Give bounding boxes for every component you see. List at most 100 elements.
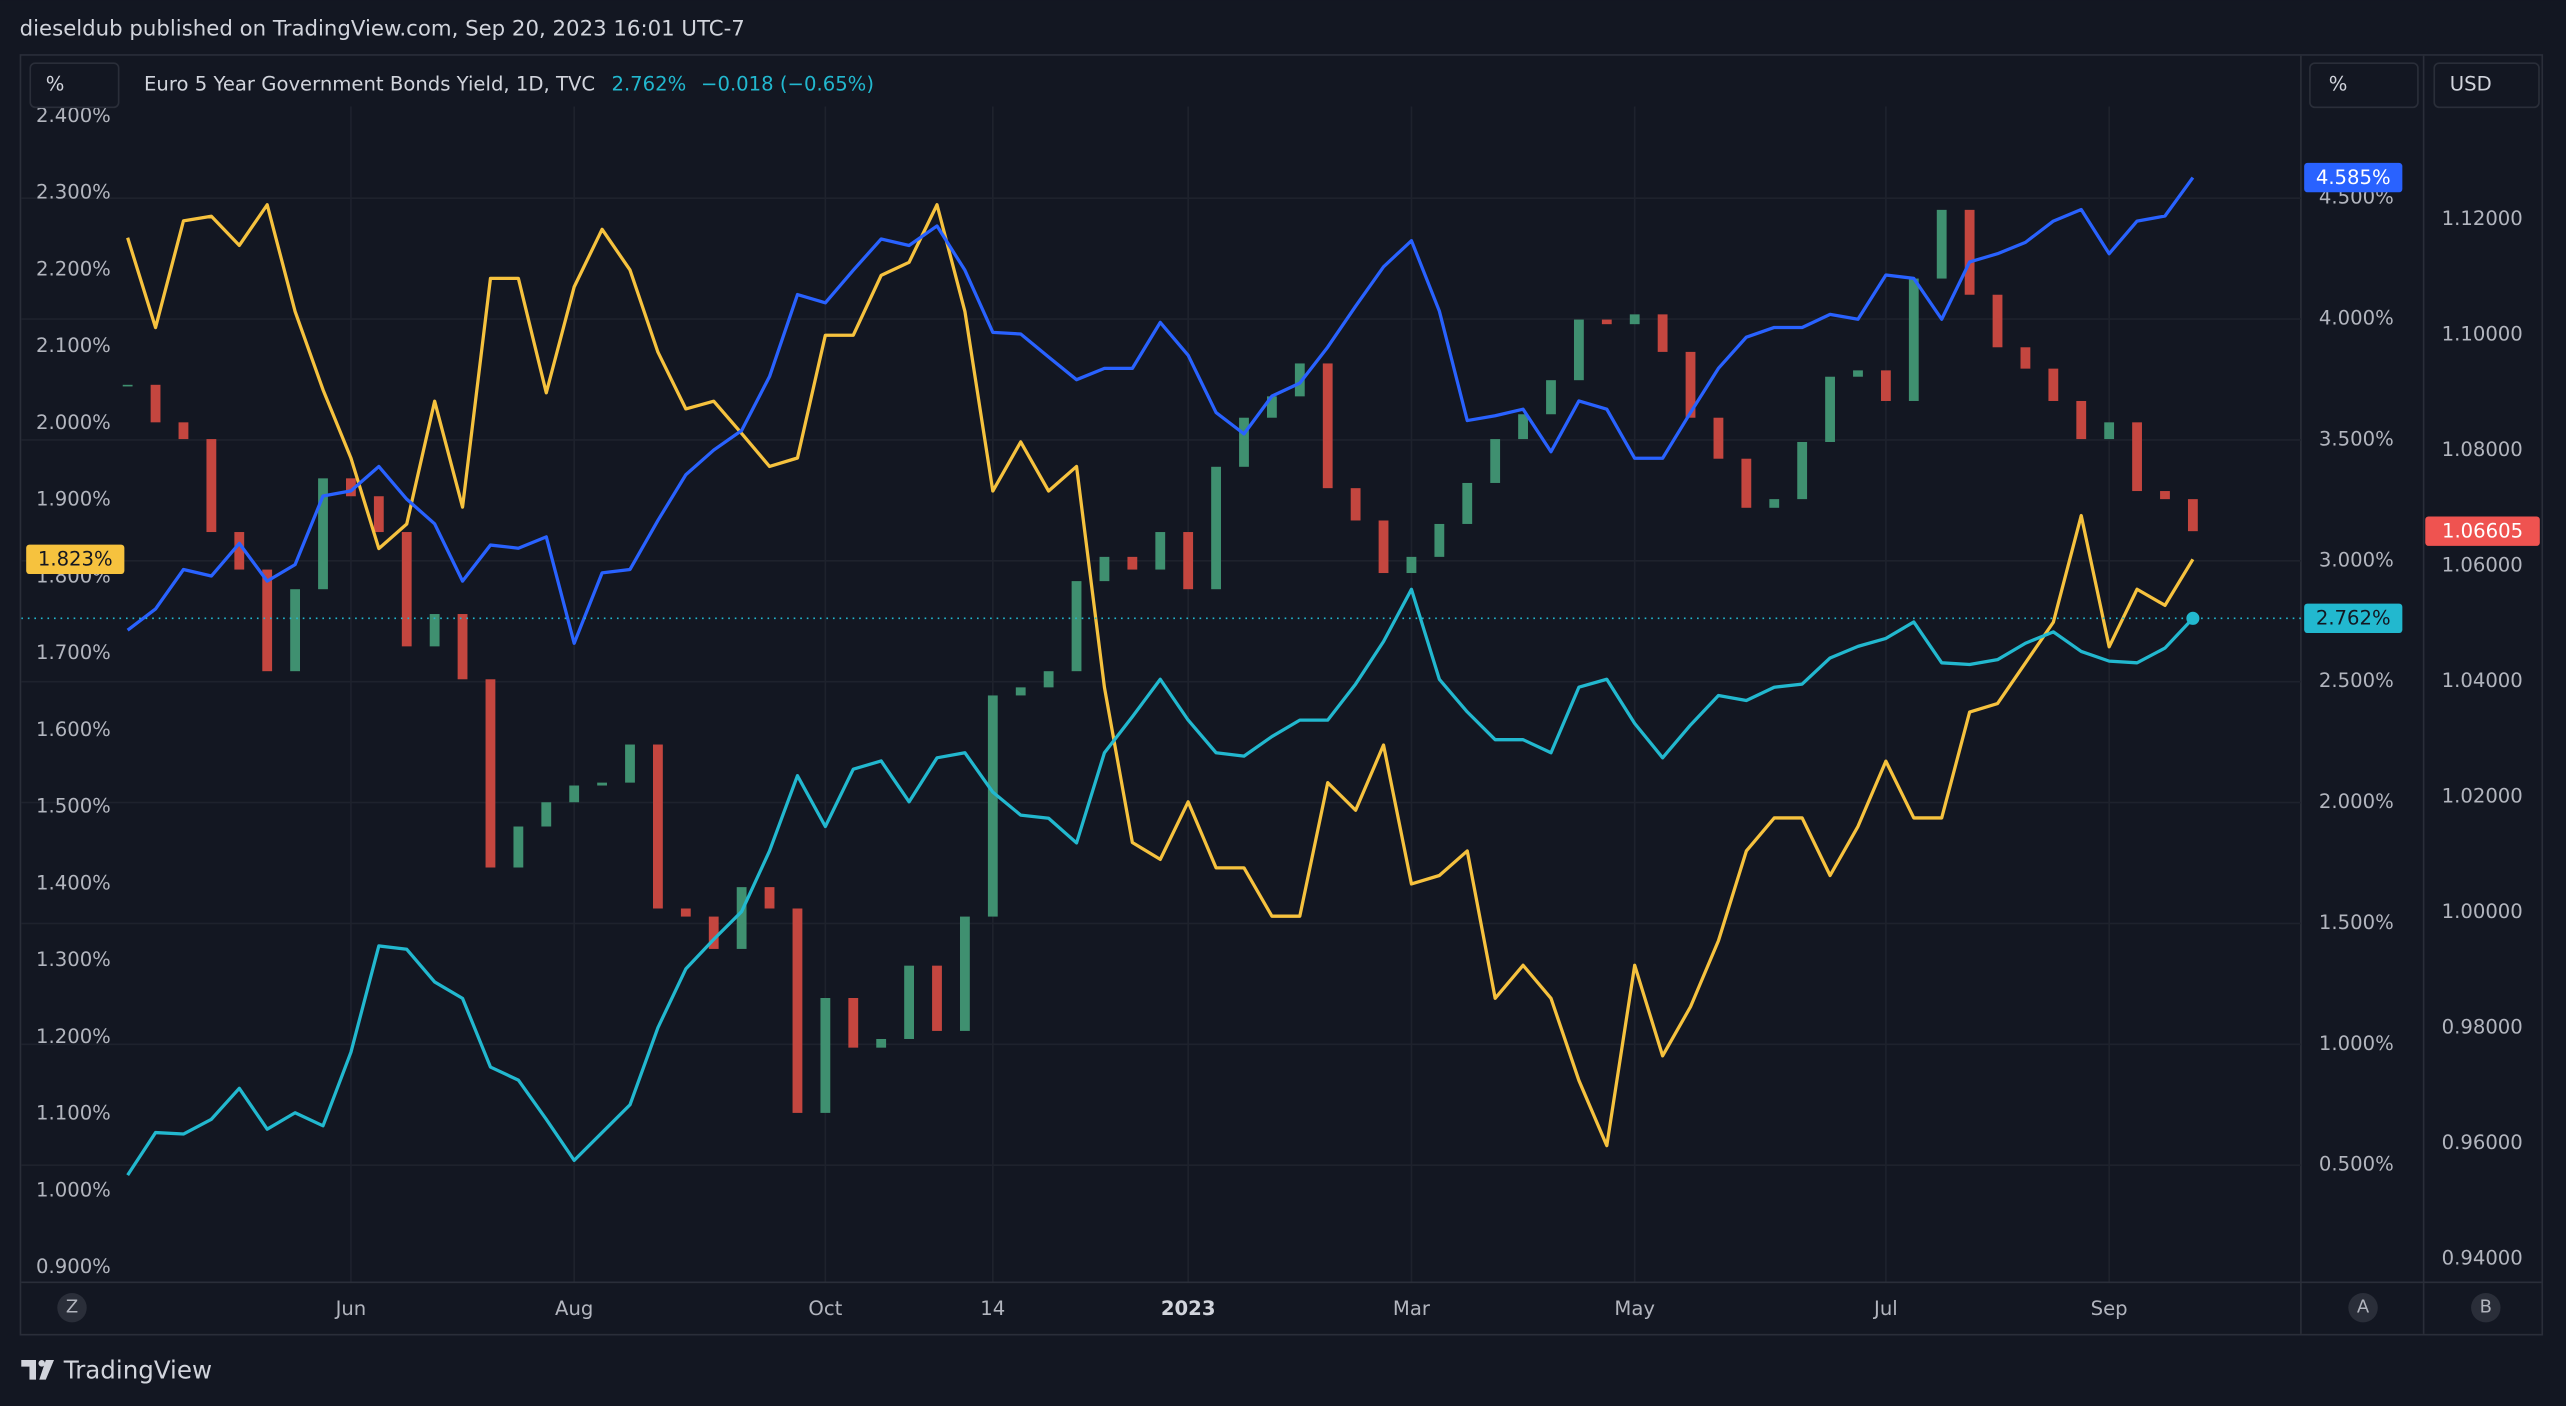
candle-body (569, 785, 580, 803)
candle-body (346, 478, 356, 497)
candle-body (1127, 556, 1138, 570)
candle-body (318, 478, 328, 590)
candle-body (2132, 422, 2142, 492)
candle-body (959, 916, 970, 1031)
candle-body (1853, 370, 1863, 377)
x-tick-label: Jul (1872, 1297, 1898, 1320)
candle-body (485, 679, 496, 868)
plot: 0.900% 1.000% 1.100% 1.200% 1.300% 1.400% 1.50… (21, 104, 2523, 1282)
candle-body (652, 744, 663, 909)
y-tick-label: 1.500% (2319, 911, 2394, 934)
brand-name: TradingView (63, 1356, 212, 1385)
y-tick-label: 1.000% (2319, 1032, 2394, 1055)
y-tick-label: 2.500% (2319, 669, 2394, 692)
candle-body (708, 916, 719, 949)
y-tick-label: 1.500% (36, 795, 111, 818)
price-tag-label: 4.585% (2316, 166, 2391, 189)
series-line (126, 587, 2195, 1177)
candle-body (1964, 209, 1975, 295)
y-tick-label: 2.200% (36, 257, 111, 280)
candle-body (1239, 417, 1249, 467)
candle-body (2048, 368, 2059, 401)
brand-logo (21, 1360, 55, 1380)
candle-body (1490, 439, 1501, 483)
candle-body (1350, 488, 1361, 521)
series-line (126, 176, 2195, 645)
y-tick-label: 1.300% (36, 948, 111, 971)
candle-body (876, 1038, 887, 1048)
marker-circle[interactable] (2471, 1292, 2501, 1323)
candle-body (401, 532, 412, 647)
candle-body (234, 532, 245, 570)
candle-body (1741, 458, 1752, 508)
legend-title: Euro 5 Year Government Bonds Yield, 1D, … (144, 73, 595, 96)
y-tick-label: 2.400% (36, 104, 111, 127)
scale-button-label[interactable]: % (2329, 73, 2348, 96)
y-tick-label: 0.94000 (2442, 1246, 2523, 1269)
candle-body (1685, 351, 1696, 418)
candle-body (178, 422, 189, 440)
candle-body (1406, 556, 1417, 574)
x-tick-label: Jun (334, 1297, 367, 1320)
candle-body (2076, 400, 2087, 440)
candle-body (1546, 380, 1556, 415)
candle-body (848, 997, 859, 1048)
marker-label[interactable]: Z (66, 1297, 78, 1318)
last-point (2186, 611, 2200, 625)
scale-button[interactable] (29, 62, 120, 109)
y-tick-label: 1.12000 (2442, 207, 2523, 230)
series-line (126, 203, 2195, 1148)
currency-button[interactable] (2433, 62, 2540, 109)
candle-body (1071, 581, 1082, 672)
price-tag (2425, 516, 2540, 546)
y-tick-label: 2.000% (2319, 790, 2394, 813)
candle-body (2187, 499, 2198, 532)
candle-body (429, 614, 440, 647)
x-tick-label: Oct (808, 1297, 842, 1320)
x-tick-label: Aug (555, 1297, 593, 1320)
candle-body (1601, 319, 1612, 325)
marker-circle[interactable] (2348, 1292, 2378, 1323)
candle-body (1518, 414, 1528, 440)
price-tag-label: 2.762% (2316, 607, 2391, 630)
candle-body (513, 826, 524, 868)
y-tick-label: 1.02000 (2442, 785, 2523, 808)
y-tick-label: 0.900% (36, 1255, 111, 1278)
legend-value: 2.762% (611, 73, 686, 96)
price-tag (2304, 603, 2403, 634)
y-tick-label: 1.06000 (2442, 554, 2523, 577)
candle-body (792, 908, 803, 1113)
candle-body (122, 384, 133, 387)
candle-body (1713, 417, 1724, 459)
scale-button-label[interactable]: % (46, 73, 65, 96)
marker-label[interactable]: A (2357, 1297, 2370, 1318)
y-tick-label: 1.400% (36, 871, 111, 894)
marker-label[interactable]: B (2480, 1297, 2492, 1318)
y-tick-label: 0.96000 (2442, 1131, 2523, 1154)
candle-body (932, 965, 942, 1031)
candle-body (290, 589, 301, 672)
x-tick-label: 14 (980, 1297, 1005, 1320)
y-tick-label: 1.04000 (2442, 669, 2523, 692)
candle-body (1378, 520, 1389, 574)
y-tick-label: 1.900% (36, 488, 111, 511)
currency-button-label[interactable]: USD (2450, 73, 2492, 96)
candle-body (764, 887, 775, 909)
marker-circle[interactable] (57, 1292, 87, 1323)
y-tick-label: 2.000% (36, 411, 111, 434)
candle-body (1936, 209, 1947, 279)
y-tick-label: 0.98000 (2442, 1016, 2523, 1039)
candle-body (987, 695, 998, 917)
price-tag (26, 544, 125, 575)
y-tick-label: 1.08000 (2442, 438, 2523, 461)
y-tick-label: 0.500% (2319, 1153, 2394, 1176)
scale-button[interactable] (2309, 62, 2419, 109)
price-tag (2304, 162, 2403, 193)
candle-body (1266, 396, 1277, 418)
candle-body (1183, 532, 1194, 590)
candle-body (1015, 687, 1026, 696)
candle-body (2160, 491, 2170, 500)
candle-body (262, 569, 273, 672)
